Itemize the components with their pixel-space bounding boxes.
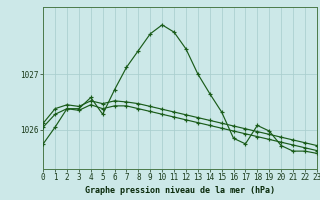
X-axis label: Graphe pression niveau de la mer (hPa): Graphe pression niveau de la mer (hPa) bbox=[85, 186, 275, 195]
